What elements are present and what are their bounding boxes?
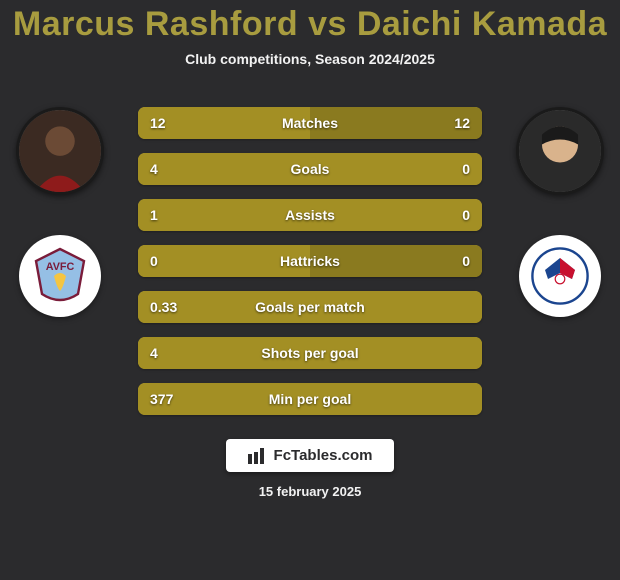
svg-text:AVFC: AVFC xyxy=(46,261,75,273)
stat-label: Min per goal xyxy=(208,391,412,407)
left-column: AVFC xyxy=(10,107,110,317)
stat-label: Shots per goal xyxy=(208,345,412,361)
stat-label: Assists xyxy=(208,207,412,223)
stat-value-left: 0.33 xyxy=(138,299,208,315)
brand-text: FcTables.com xyxy=(274,447,373,464)
right-column xyxy=(510,107,610,317)
title-vs: vs xyxy=(308,5,347,43)
title-player2: Daichi Kamada xyxy=(357,5,607,43)
stat-row: 4Shots per goal xyxy=(138,337,482,369)
comparison-content: AVFC 12Matc xyxy=(0,107,620,415)
stat-row: 1Assists0 xyxy=(138,199,482,231)
player2-club-logo xyxy=(519,235,601,317)
page-title: Marcus Rashford vs Daichi Kamada xyxy=(0,0,620,51)
stat-value-right: 12 xyxy=(412,115,482,131)
stat-value-left: 12 xyxy=(138,115,208,131)
stat-bars: 12Matches124Goals01Assists00Hattricks00.… xyxy=(138,107,482,415)
subtitle: Club competitions, Season 2024/2025 xyxy=(0,51,620,67)
footer-date: 15 february 2025 xyxy=(259,484,362,499)
stat-value-right: 0 xyxy=(412,253,482,269)
stat-value-left: 0 xyxy=(138,253,208,269)
player2-avatar xyxy=(516,107,604,195)
bar-chart-icon xyxy=(248,448,268,464)
stat-label: Matches xyxy=(208,115,412,131)
stat-label: Goals per match xyxy=(208,299,412,315)
stat-value-right: 0 xyxy=(412,207,482,223)
stat-row: 0.33Goals per match xyxy=(138,291,482,323)
stat-row: 377Min per goal xyxy=(138,383,482,415)
stat-value-left: 377 xyxy=(138,391,208,407)
stat-value-right: 0 xyxy=(412,161,482,177)
player1-club-logo: AVFC xyxy=(19,235,101,317)
stat-label: Goals xyxy=(208,161,412,177)
stat-row: 0Hattricks0 xyxy=(138,245,482,277)
stat-value-left: 1 xyxy=(138,207,208,223)
stat-row: 4Goals0 xyxy=(138,153,482,185)
title-player1: Marcus Rashford xyxy=(13,5,298,43)
brand-badge: FcTables.com xyxy=(226,439,395,472)
footer: FcTables.com 15 february 2025 xyxy=(0,439,620,499)
stat-value-left: 4 xyxy=(138,161,208,177)
player1-avatar xyxy=(16,107,104,195)
stat-value-left: 4 xyxy=(138,345,208,361)
stat-label: Hattricks xyxy=(208,253,412,269)
stat-row: 12Matches12 xyxy=(138,107,482,139)
